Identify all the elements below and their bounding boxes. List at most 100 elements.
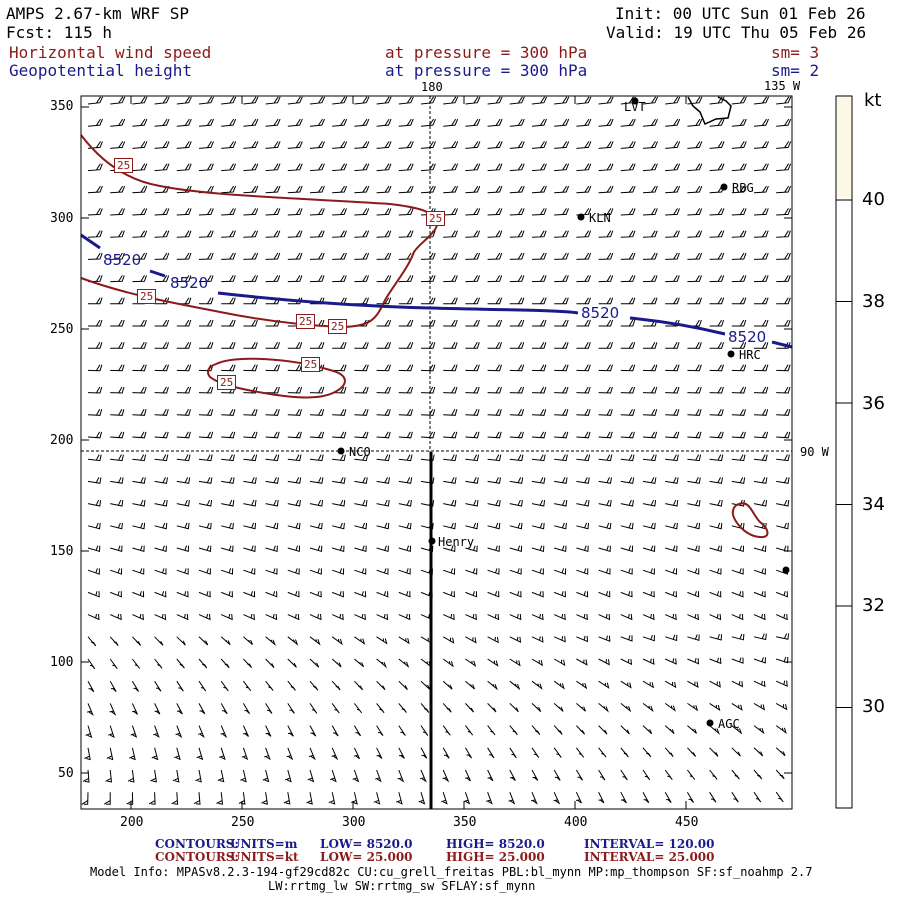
wind-barb [709, 230, 725, 238]
wind-barb [420, 96, 437, 105]
model-info-physics: LW:rrtmg_lw SW:rrtmg_sw SFLAY:sf_mynn [268, 879, 536, 893]
wind-barb [354, 680, 364, 691]
wind-barb [687, 409, 702, 416]
wind-barb [620, 522, 634, 530]
wind-barb [243, 208, 259, 216]
wind-barb [420, 386, 436, 394]
wind-barb [554, 431, 569, 439]
wind-barb [709, 386, 724, 394]
wind-barb [198, 477, 213, 484]
wind-barb [353, 725, 362, 737]
wind-barb [443, 386, 458, 394]
wind-barb [753, 657, 766, 664]
wind-barb [753, 769, 763, 780]
wind-barb [331, 747, 339, 761]
wind-barb [687, 454, 702, 462]
wind-barb [198, 297, 214, 305]
wind-barb [753, 568, 766, 575]
wind-barb [198, 386, 214, 394]
wind-barb [576, 613, 588, 621]
wind-barb [265, 499, 279, 507]
wind-barb [576, 545, 589, 553]
wind-barb [308, 747, 316, 761]
wind-barb [309, 725, 317, 737]
wind-barb [287, 342, 303, 349]
wind-barb [376, 118, 392, 127]
wind-barb [132, 319, 147, 327]
lon-135w-label: 135 W [764, 79, 801, 93]
wind-barb [576, 364, 591, 372]
wind-barb [598, 703, 609, 713]
wind-barb [198, 545, 212, 553]
wind-barb [198, 658, 208, 669]
wind-barb [487, 545, 500, 553]
wind-barb [287, 163, 303, 172]
wind-barb [332, 275, 347, 283]
wind-barb [110, 275, 125, 283]
station-agc [706, 719, 714, 727]
wind-barb [753, 791, 762, 803]
wind-barb [154, 636, 164, 646]
wind-barb [110, 477, 124, 484]
wind-barb [465, 319, 480, 327]
wind-barb [396, 792, 403, 805]
y-tick-label: 250 [50, 322, 74, 337]
wind-barb [176, 208, 192, 216]
wind-barb [87, 499, 102, 507]
wind-barb [309, 522, 323, 530]
wind-barb [531, 118, 547, 127]
wind-barb [442, 658, 454, 668]
wind-barb [309, 96, 326, 105]
wind-barb [776, 431, 791, 439]
wind-barb [598, 568, 611, 575]
wind-barb [82, 769, 90, 783]
wind-barb [687, 477, 701, 484]
wind-barb [421, 319, 436, 327]
wind-barb [443, 454, 457, 462]
wind-barb [265, 725, 272, 737]
wind-barb [176, 591, 189, 598]
wind-barb [687, 275, 702, 283]
wind-barb [687, 568, 700, 575]
wind-barb [309, 342, 325, 349]
wind-barb [776, 522, 789, 530]
wind-barb [132, 252, 148, 260]
wind-barb [443, 477, 457, 484]
wind-barb [642, 364, 658, 372]
wind-barb [753, 477, 768, 484]
wind-barb [110, 297, 125, 305]
wind-barb [376, 386, 391, 394]
wind-barb [531, 409, 547, 416]
wind-barb [398, 141, 414, 149]
wind-barb [443, 591, 455, 598]
wind-barb [554, 118, 570, 127]
wind-barb [87, 96, 104, 105]
wind-barb [509, 185, 525, 194]
wind-barb [331, 725, 339, 737]
wind-barb [176, 185, 192, 194]
wind-barb [487, 297, 503, 305]
wind-barb [664, 747, 674, 758]
wind-barb [509, 680, 521, 691]
wind-barb [665, 230, 680, 238]
wind-barb [132, 208, 148, 216]
wind-barb [465, 96, 481, 105]
speed-label: 25 [328, 319, 348, 334]
wind-barb [665, 185, 681, 194]
wind-barb [509, 230, 525, 238]
wind-barb [132, 163, 148, 172]
wind-barb [687, 545, 700, 553]
wind-barb [354, 118, 370, 127]
wind-barb [731, 386, 747, 394]
wind-barb [309, 386, 325, 394]
station-label-nco: NCO [349, 445, 371, 459]
wind-barb [198, 118, 214, 127]
wind-barb [148, 792, 156, 805]
wind-barb [487, 141, 503, 149]
wind-barb [487, 613, 500, 621]
wind-barb [554, 141, 570, 149]
wind-barb [731, 591, 744, 598]
wind-barb [176, 499, 190, 507]
wind-barb [687, 431, 702, 439]
wind-barb [87, 658, 96, 670]
